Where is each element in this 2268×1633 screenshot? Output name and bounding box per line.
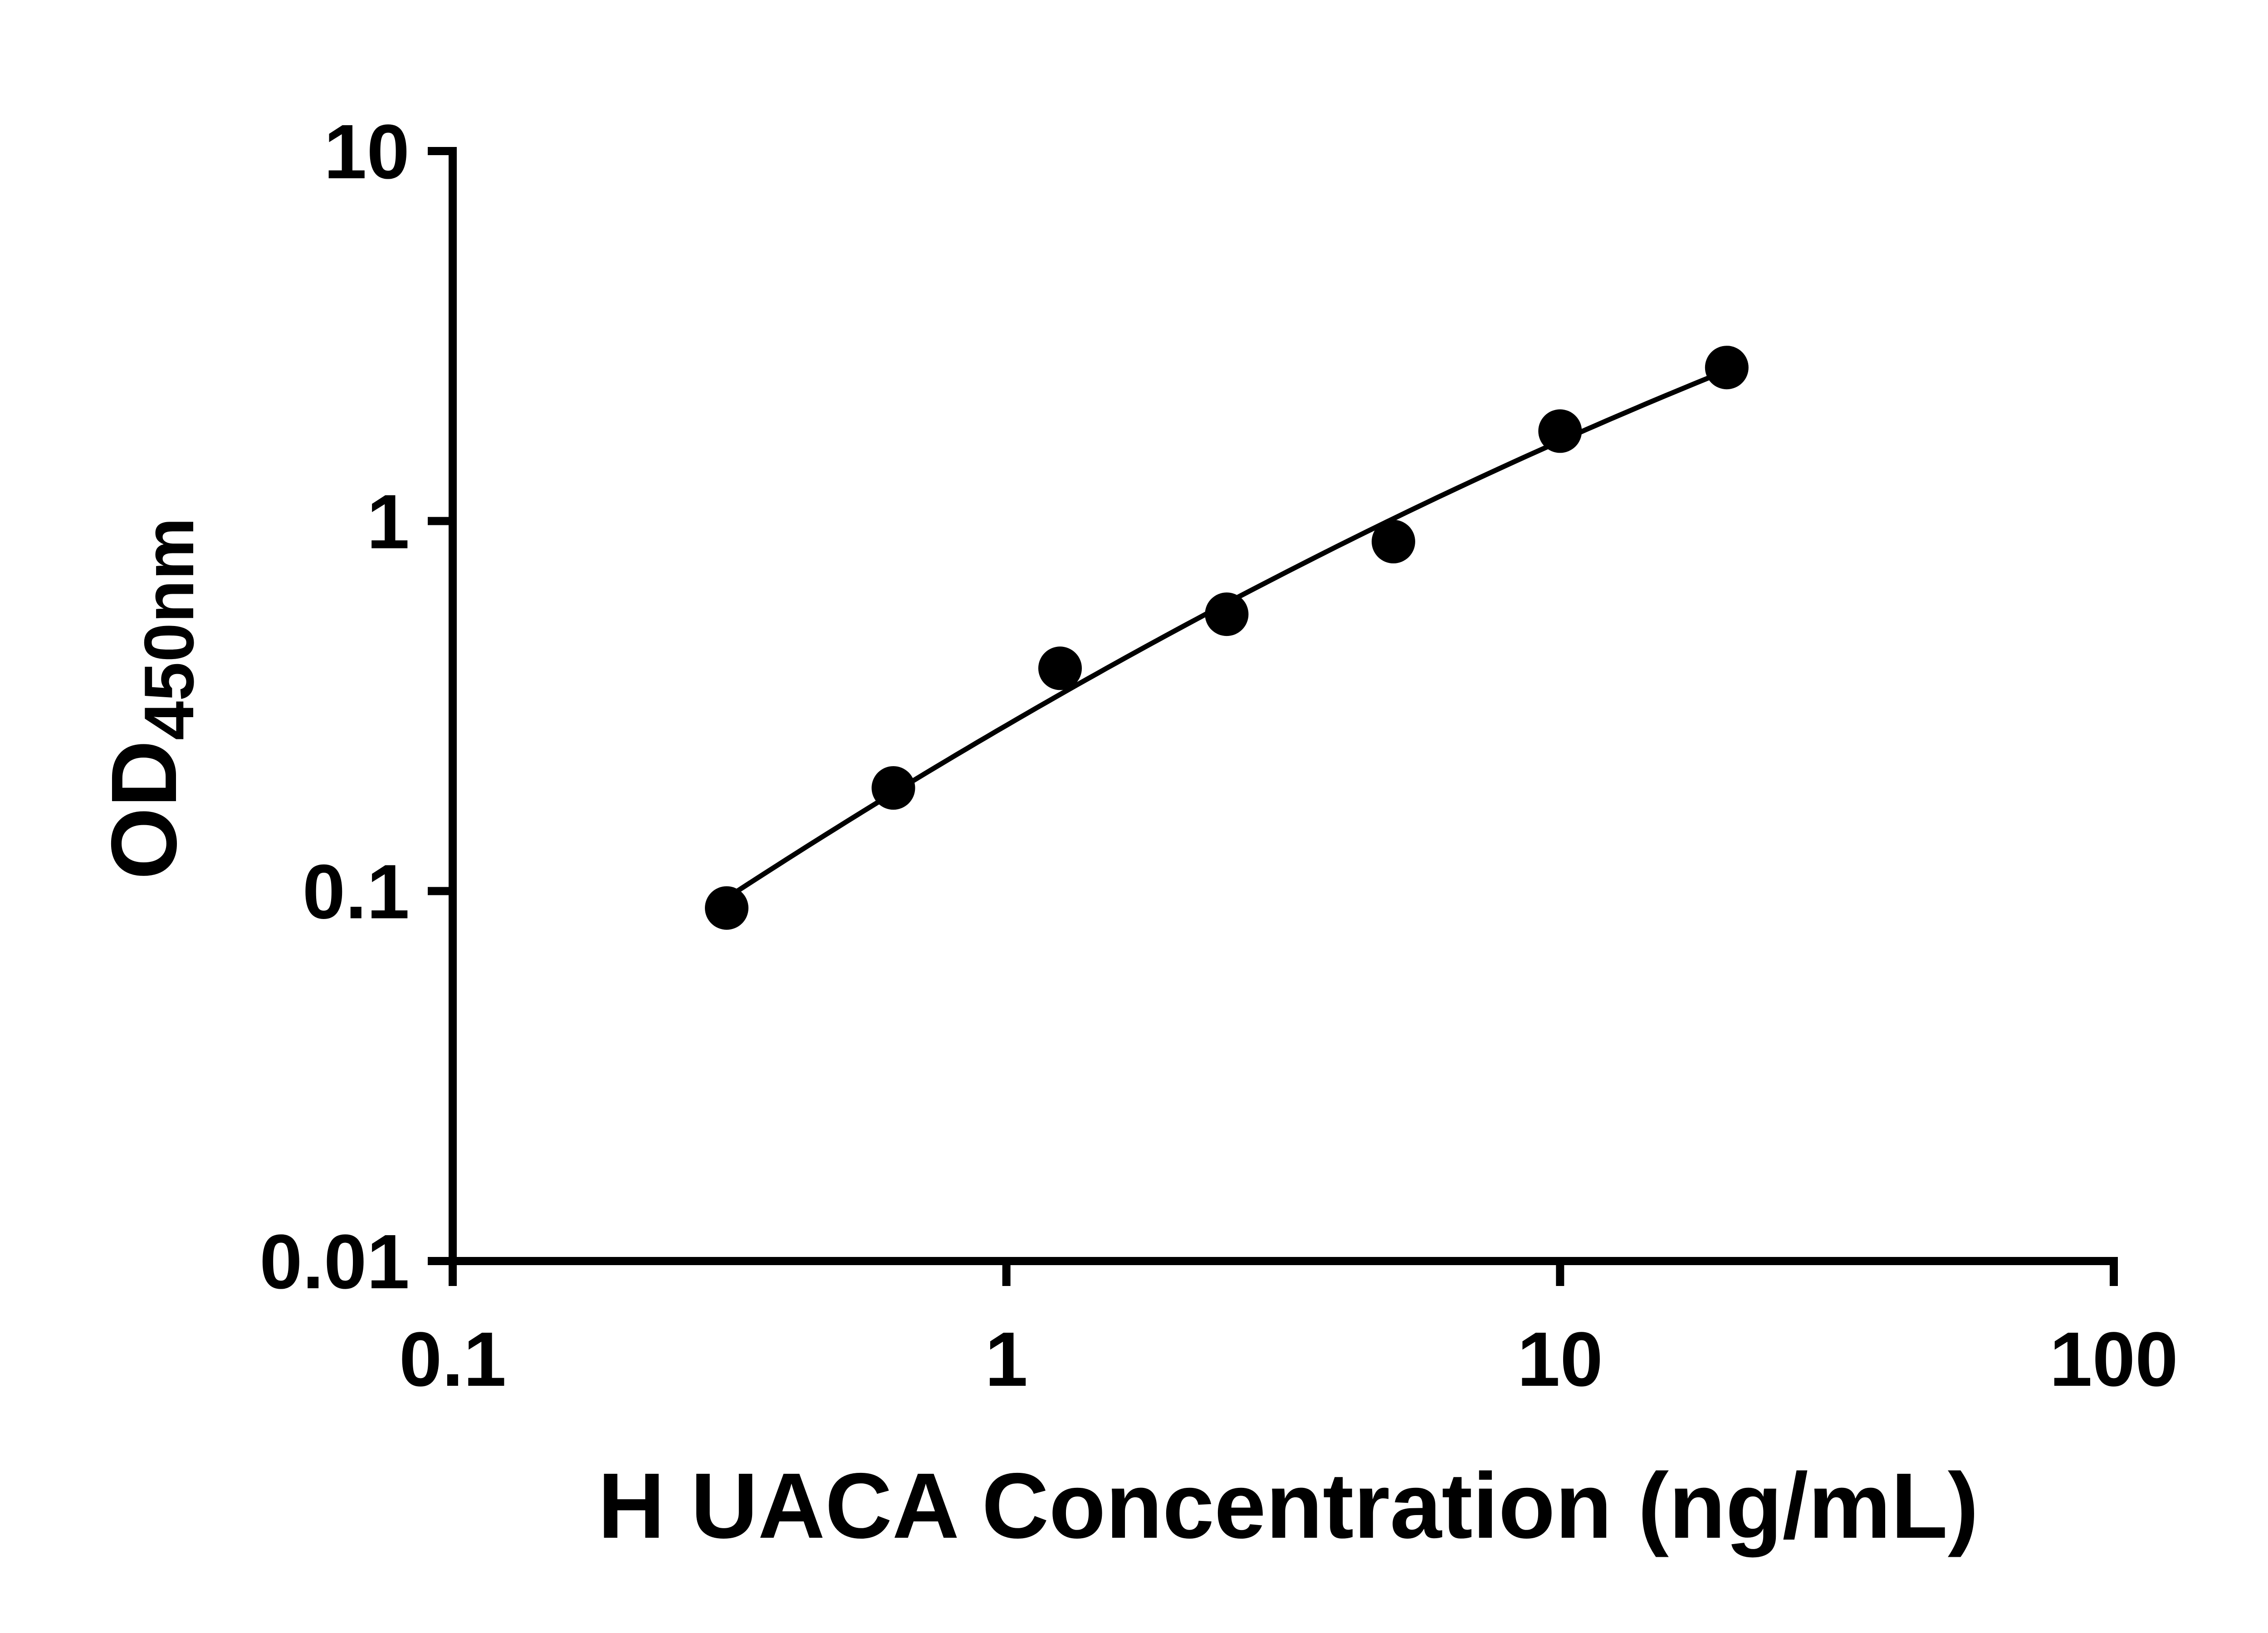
y-axis-title-subscript: 450nm [130,517,208,740]
data-point [705,886,748,930]
axis-spines [449,147,2118,1265]
y-axis-title-main: OD [92,740,196,880]
y-tick-label: 10 [324,109,410,195]
x-tick-label: 1 [985,1316,1028,1403]
data-point [1705,346,1749,390]
data-point [1205,592,1249,636]
x-tick-label: 100 [2049,1316,2178,1403]
y-tick-label: 0.1 [303,849,410,935]
x-tick-label: 0.1 [399,1316,506,1403]
x-tick-label: 10 [1517,1316,1603,1403]
y-tick-label: 0.01 [259,1219,410,1305]
x-axis-title: H UACA Concentration (ng/mL) [597,1454,1979,1558]
data-point [1371,520,1415,563]
data-point [871,766,915,810]
data-point [1038,646,1082,690]
y-tick-label: 1 [367,479,410,565]
y-axis-title: OD450nm [91,518,208,880]
data-point [1538,409,1582,453]
